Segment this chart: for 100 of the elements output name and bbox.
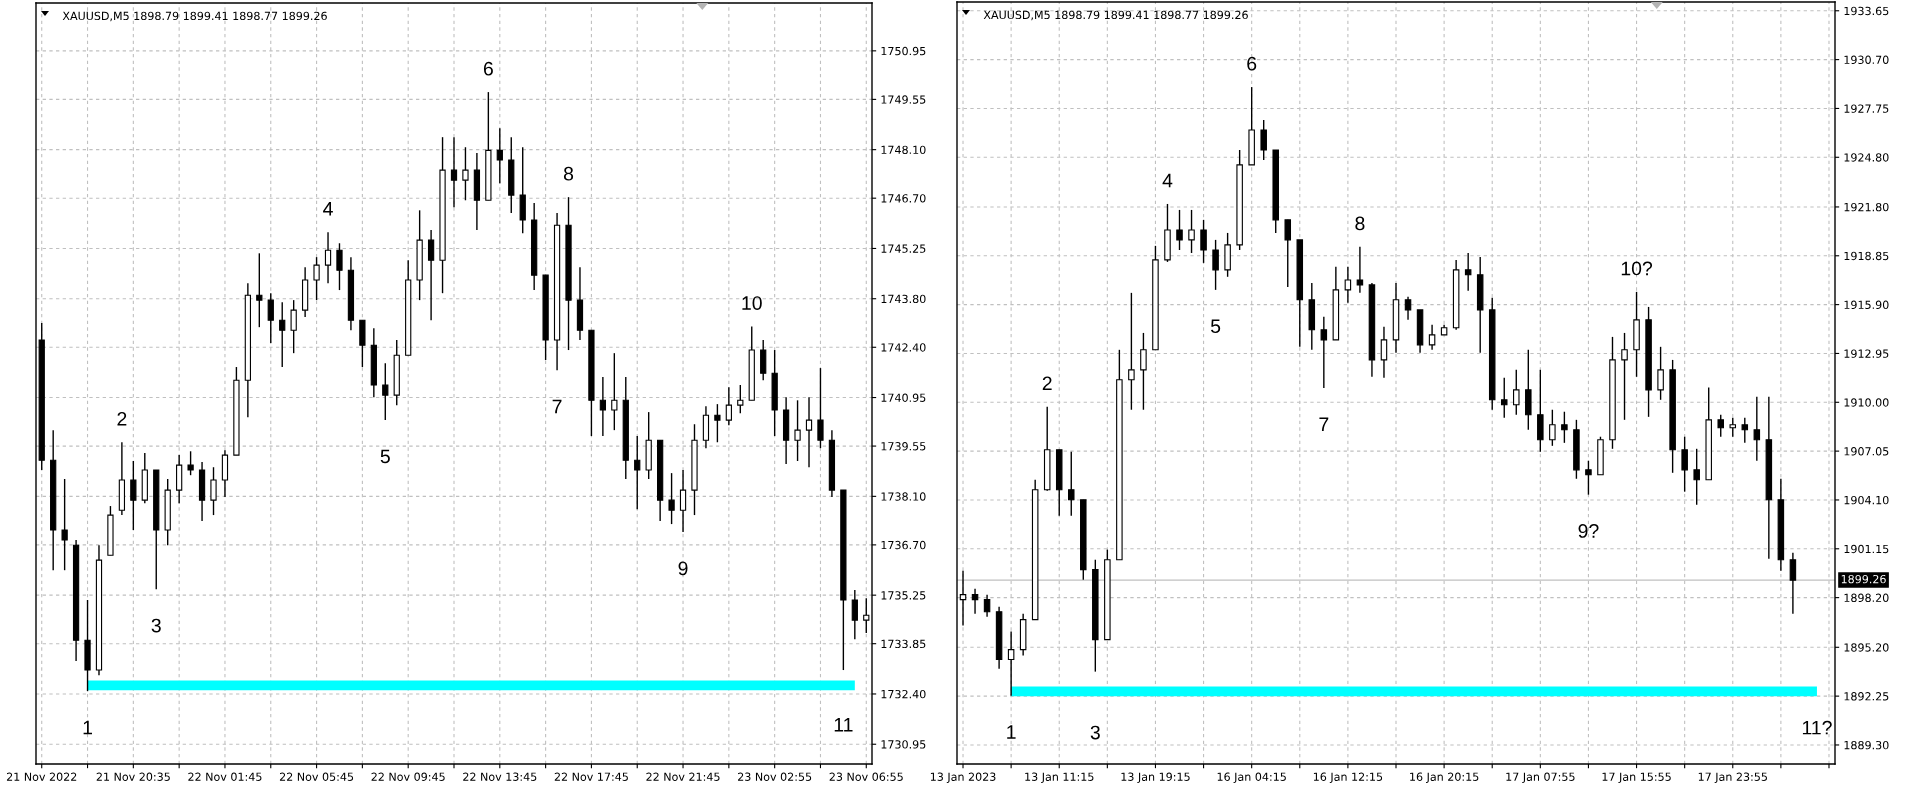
y-tick-label: 1898.20	[1844, 593, 1889, 603]
annotation: 5	[380, 449, 390, 464]
y-tick-label: 1738.10	[881, 492, 926, 501]
y-tick-label: 1933.65	[1844, 6, 1889, 16]
x-tick-label: 21 Nov 2022	[6, 772, 77, 781]
y-tick-label: 1921.80	[1844, 202, 1889, 212]
annotation: 4	[323, 202, 333, 216]
y-tick-label: 1749.55	[881, 95, 926, 104]
candlestick	[1464, 252, 1472, 292]
y-tick-label: 1910.00	[1844, 398, 1889, 407]
y-tick-label: 1732.40	[881, 689, 926, 699]
y-tick-label: 1918.85	[1844, 251, 1889, 261]
x-tick-label: 17 Jan 23:55	[1698, 772, 1767, 783]
candlestick	[1176, 209, 1183, 251]
candlestick	[1067, 451, 1075, 517]
x-tick-label: 23 Nov 02:55	[738, 772, 812, 781]
y-tick-label: 1907.05	[1844, 447, 1889, 456]
y-tick-label: 1750.95	[881, 46, 926, 56]
candlestick	[725, 386, 732, 426]
text: XAUUSD,M5 1898.79 1899.41 1898.77 1899.26	[62, 11, 327, 22]
candlestick	[794, 399, 801, 462]
candlestick	[714, 403, 721, 443]
candlestick	[611, 352, 618, 431]
candlestick	[1741, 417, 1749, 444]
candlestick	[336, 242, 343, 291]
candlestick	[1513, 369, 1520, 416]
candlestick	[496, 127, 503, 184]
y-tick-label: 1930.70	[1844, 55, 1889, 64]
candlestick	[1717, 414, 1725, 438]
annotation: 9	[678, 561, 688, 576]
x-tick-label: 13 Jan 2023	[930, 772, 996, 783]
annotation: 4	[1162, 173, 1173, 188]
candlestick	[1500, 377, 1508, 419]
candlestick	[1260, 119, 1267, 161]
annotation: 6	[483, 61, 493, 76]
x-tick-label: 16 Jan 04:15	[1217, 772, 1286, 783]
y-tick-label: 1748.10	[881, 145, 926, 155]
x-tick-label: 21 Nov 20:35	[96, 772, 170, 781]
candlestick	[1428, 324, 1436, 351]
candlestick	[1320, 316, 1328, 389]
annotation: 9?	[1578, 524, 1599, 538]
candlestick	[668, 472, 675, 525]
candlestick	[187, 450, 194, 476]
candlestick	[817, 367, 824, 449]
y-tick-label: 1745.25	[881, 244, 926, 253]
y-tick-label: 1912.95	[1844, 349, 1889, 358]
candlestick	[634, 435, 641, 510]
y-tick-label: 1736.70	[881, 540, 926, 550]
x-tick-label: 16 Jan 20:15	[1410, 772, 1479, 783]
candlestick	[130, 460, 137, 531]
y-tick-label: 1901.15	[1844, 544, 1889, 554]
candlestick	[1200, 219, 1207, 264]
annotation: 1	[1007, 725, 1016, 739]
y-tick-label: 1739.55	[881, 442, 926, 451]
candlestick	[450, 136, 458, 208]
y-tick-label: 1735.25	[881, 591, 926, 600]
x-tick-label: 22 Nov 13:45	[463, 772, 537, 781]
y-tick-label: 1915.90	[1844, 300, 1889, 309]
candlestick	[805, 396, 813, 468]
y-tick-label: 1927.75	[1844, 104, 1889, 113]
text: XAUUSD,M5 1898.79 1899.41 1898.77 1899.26	[983, 10, 1248, 21]
annotation: 10	[742, 296, 762, 310]
x-tick-label: 22 Nov 17:45	[554, 772, 628, 781]
annotation: 1	[83, 720, 92, 735]
candlestick	[267, 292, 274, 344]
x-tick-label: 22 Nov 05:45	[279, 772, 354, 781]
x-tick-label: 22 Nov 09:45	[371, 772, 445, 781]
candlestick	[679, 469, 687, 533]
x-tick-label: 16 Jan 12:15	[1313, 772, 1383, 783]
candlestick	[462, 146, 469, 201]
candlestick	[1621, 332, 1628, 421]
y-tick-label: 1924.80	[1844, 153, 1889, 162]
candlestick	[313, 256, 320, 301]
annotation: 7	[552, 399, 562, 414]
annotation: 7	[1319, 417, 1329, 431]
candlestick	[1789, 552, 1797, 615]
annotation: 11?	[1802, 720, 1832, 735]
candlestick	[1128, 292, 1135, 411]
y-tick-label: 1733.85	[881, 639, 926, 649]
annotation: 2	[117, 411, 127, 426]
candlestick	[1585, 460, 1592, 496]
candlestick	[1404, 296, 1412, 321]
candlestick	[851, 589, 858, 640]
candlestick	[971, 587, 979, 615]
candlestick	[1729, 417, 1737, 438]
candlestick	[983, 593, 991, 618]
y-tick-label: 1895.20	[1844, 643, 1889, 652]
candlestick	[382, 362, 389, 421]
annotation: 10?	[1621, 261, 1653, 276]
x-tick-label: 17 Jan 07:55	[1506, 772, 1575, 783]
candlestick	[1380, 326, 1388, 379]
y-tick-label: 1746.70	[881, 194, 926, 203]
x-tick-label: 22 Nov 21:45	[646, 772, 720, 781]
candlestick	[1140, 332, 1147, 411]
annotation: 8	[1355, 216, 1365, 231]
candlestick	[599, 376, 607, 437]
candlestick	[1561, 411, 1568, 444]
x-tick-label: 23 Nov 06:55	[829, 772, 903, 781]
x-tick-label: 13 Jan 11:15	[1025, 772, 1094, 783]
annotation: 2	[1042, 376, 1052, 391]
